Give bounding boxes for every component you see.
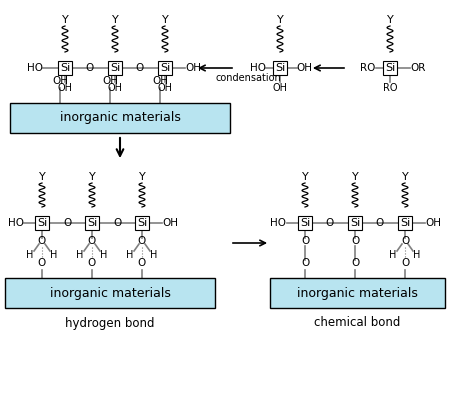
Text: O: O	[38, 258, 46, 268]
Text: chemical bond: chemical bond	[314, 316, 401, 330]
Text: H: H	[76, 250, 84, 260]
Text: OH: OH	[273, 83, 287, 93]
Text: Si: Si	[60, 63, 70, 73]
Text: Si: Si	[300, 218, 310, 228]
Text: Y: Y	[162, 15, 168, 25]
Bar	[108, 61, 122, 75]
Bar	[273, 61, 287, 75]
Text: inorganic materials: inorganic materials	[49, 287, 171, 300]
Text: Y: Y	[39, 172, 45, 182]
Text: Si: Si	[160, 63, 170, 73]
Text: O: O	[38, 236, 46, 246]
Text: Y: Y	[387, 15, 393, 25]
Text: O: O	[88, 236, 96, 246]
Bar	[158, 61, 172, 75]
Text: OH: OH	[152, 76, 168, 86]
Text: O: O	[301, 236, 309, 246]
Text: O: O	[326, 218, 334, 228]
Bar	[398, 216, 412, 230]
Text: RO: RO	[383, 83, 397, 93]
Text: hydrogen bond: hydrogen bond	[65, 316, 155, 330]
Text: OH: OH	[425, 218, 441, 228]
Text: H: H	[389, 250, 396, 260]
Text: Y: Y	[112, 15, 119, 25]
Text: Si: Si	[137, 218, 147, 228]
Text: O: O	[63, 218, 71, 228]
Text: O: O	[138, 236, 146, 246]
Text: Si: Si	[385, 63, 395, 73]
Bar	[10, 103, 230, 133]
Text: O: O	[86, 63, 94, 73]
Bar	[135, 216, 149, 230]
Text: O: O	[401, 258, 409, 268]
Bar	[270, 278, 445, 308]
Text: Si: Si	[110, 63, 120, 73]
Text: Si: Si	[350, 218, 360, 228]
Text: Y: Y	[302, 172, 308, 182]
Text: OH: OH	[52, 76, 68, 86]
Text: HO: HO	[270, 218, 286, 228]
Bar	[5, 278, 215, 308]
Text: Y: Y	[352, 172, 358, 182]
Text: Y: Y	[401, 172, 409, 182]
Text: O: O	[113, 218, 121, 228]
Text: OH: OH	[107, 83, 123, 93]
Text: HO: HO	[8, 218, 24, 228]
Text: OH: OH	[158, 83, 172, 93]
Text: OH: OH	[102, 76, 118, 86]
Bar	[348, 216, 362, 230]
Text: O: O	[401, 236, 409, 246]
Text: inorganic materials: inorganic materials	[60, 111, 180, 125]
Text: RO: RO	[360, 63, 376, 73]
Text: OH: OH	[162, 218, 178, 228]
Text: HO: HO	[250, 63, 266, 73]
Text: H: H	[150, 250, 158, 260]
Text: inorganic materials: inorganic materials	[297, 287, 418, 300]
Text: O: O	[351, 258, 359, 268]
Text: Y: Y	[139, 172, 145, 182]
Text: Y: Y	[88, 172, 95, 182]
Text: condensation: condensation	[215, 73, 281, 83]
Text: H: H	[100, 250, 108, 260]
Text: O: O	[88, 258, 96, 268]
Text: HO: HO	[27, 63, 43, 73]
Text: O: O	[136, 63, 144, 73]
Text: Si: Si	[37, 218, 47, 228]
Text: OH: OH	[185, 63, 201, 73]
Bar	[383, 61, 397, 75]
Text: Y: Y	[62, 15, 68, 25]
Text: OR: OR	[410, 63, 426, 73]
Text: O: O	[301, 258, 309, 268]
Text: O: O	[138, 258, 146, 268]
Text: O: O	[376, 218, 384, 228]
Text: H: H	[414, 250, 421, 260]
Bar	[58, 61, 72, 75]
Bar	[85, 216, 99, 230]
Text: Si: Si	[275, 63, 285, 73]
Bar	[298, 216, 312, 230]
Text: H: H	[26, 250, 34, 260]
Bar	[35, 216, 49, 230]
Text: O: O	[351, 236, 359, 246]
Text: Y: Y	[277, 15, 283, 25]
Text: Si: Si	[87, 218, 97, 228]
Text: OH: OH	[57, 83, 72, 93]
Text: Si: Si	[400, 218, 410, 228]
Text: H: H	[50, 250, 57, 260]
Text: OH: OH	[296, 63, 312, 73]
Text: H: H	[126, 250, 134, 260]
